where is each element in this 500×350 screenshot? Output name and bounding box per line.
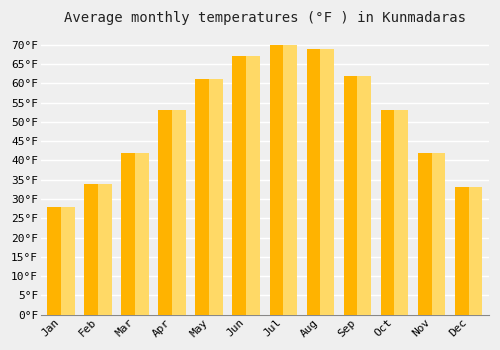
Bar: [394, 110, 408, 315]
Title: Average monthly temperatures (°F ) in Kunmadaras: Average monthly temperatures (°F ) in Ku…: [64, 11, 466, 25]
Bar: [454, 188, 482, 315]
Bar: [48, 207, 75, 315]
Bar: [246, 56, 260, 315]
Bar: [136, 153, 149, 315]
Bar: [380, 110, 408, 315]
Bar: [210, 79, 223, 315]
Bar: [270, 45, 297, 315]
Bar: [320, 49, 334, 315]
Bar: [468, 188, 482, 315]
Bar: [84, 184, 112, 315]
Bar: [358, 76, 372, 315]
Bar: [284, 45, 298, 315]
Bar: [158, 110, 186, 315]
Bar: [196, 79, 223, 315]
Bar: [122, 153, 149, 315]
Bar: [344, 76, 371, 315]
Bar: [432, 153, 446, 315]
Bar: [232, 56, 260, 315]
Bar: [418, 153, 446, 315]
Bar: [306, 49, 334, 315]
Bar: [172, 110, 186, 315]
Bar: [98, 184, 112, 315]
Bar: [62, 207, 75, 315]
